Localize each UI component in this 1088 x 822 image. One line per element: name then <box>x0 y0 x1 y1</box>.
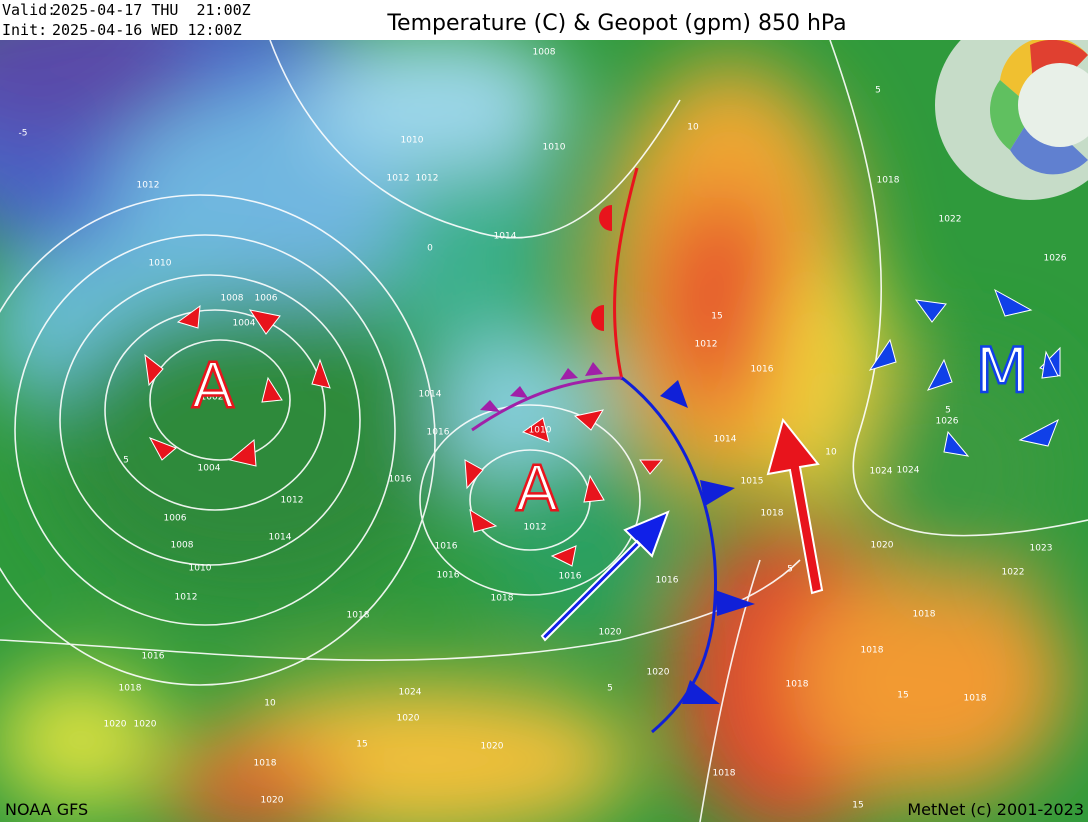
contour-label: 1024 <box>870 467 893 477</box>
contour-label: 1026 <box>1044 254 1067 264</box>
contour-label: 1016 <box>427 428 450 438</box>
contour-label: 5 <box>945 406 951 416</box>
contour-label: 1016 <box>656 576 679 586</box>
contour-label: 5 <box>787 565 793 575</box>
contour-label: 1002 <box>201 393 224 403</box>
copyright: MetNet (c) 2001-2023 <box>907 800 1084 819</box>
contour-label: 1010 <box>529 426 552 436</box>
contour-label: 1014 <box>269 533 292 543</box>
contour-label: 1014 <box>419 390 442 400</box>
contour-label: 1016 <box>437 571 460 581</box>
contour-label: 1004 <box>198 464 221 474</box>
contour-label: 1010 <box>149 259 172 269</box>
contour-label: 1020 <box>397 714 420 724</box>
pressure-center: A <box>516 452 558 525</box>
contour-label: 1012 <box>416 174 439 184</box>
contour-label: 5 <box>875 86 881 96</box>
model-name: NOAA GFS <box>5 800 88 819</box>
contour-label: 1020 <box>599 628 622 638</box>
contour-label: 1006 <box>164 514 187 524</box>
contour-label: 1024 <box>897 466 920 476</box>
flow-arrows <box>144 288 1061 642</box>
init-time: 2025-04-16 WED 12:00Z <box>52 21 242 39</box>
contour-label: 1022 <box>1002 568 1025 578</box>
contour-label: 1022 <box>939 215 962 225</box>
contour-label: 1018 <box>119 684 142 694</box>
contour-label: 1018 <box>964 694 987 704</box>
contour-label: 5 <box>607 684 613 694</box>
contour-label: 1016 <box>142 652 165 662</box>
pressure-centers: A A M <box>191 333 1030 527</box>
valid-time: 2025-04-17 THU 21:00Z <box>52 1 251 19</box>
contour-label: 1015 <box>741 477 764 487</box>
contour-label: 1018 <box>786 680 809 690</box>
contour-label: 1012 <box>137 181 160 191</box>
wheel-legend <box>935 10 1088 200</box>
contour-label: 1006 <box>255 294 278 304</box>
contour-label: 1020 <box>871 541 894 551</box>
contour-label: 1010 <box>543 143 566 153</box>
contour-label: 1020 <box>481 742 504 752</box>
contour-label: 1020 <box>261 796 284 806</box>
contour-label: 1023 <box>1030 544 1053 554</box>
contour-label: 10 <box>687 123 699 133</box>
contour-label: 10 <box>825 448 837 458</box>
contour-label: 1018 <box>254 759 277 769</box>
contour-label: 1012 <box>695 340 718 350</box>
contour-label: 1012 <box>524 523 547 533</box>
contour-label: 15 <box>852 801 863 811</box>
contour-label: 15 <box>897 691 908 701</box>
contour-label: 5 <box>123 456 129 466</box>
fronts <box>471 167 755 734</box>
pressure-center: M <box>975 334 1029 407</box>
contour-label: 1018 <box>761 509 784 519</box>
header-band <box>0 0 1088 40</box>
contour-label: -5 <box>19 129 28 139</box>
contour-label: 1016 <box>559 572 582 582</box>
contour-label: 1014 <box>714 435 737 445</box>
contour-label: 1014 <box>494 232 517 242</box>
contour-label: 1018 <box>491 594 514 604</box>
pressure-center: A <box>192 349 234 422</box>
contour-label: 1018 <box>877 176 900 186</box>
contour-label: 1016 <box>389 475 412 485</box>
init-label: Init: <box>2 21 47 39</box>
contour-label: 1020 <box>647 668 670 678</box>
contour-label: 10 <box>264 699 276 709</box>
contour-label: 1020 <box>104 720 127 730</box>
contour-label: 1026 <box>936 417 959 427</box>
contour-label: 1008 <box>221 294 244 304</box>
valid-label: Valid: <box>2 1 56 19</box>
contour-label: 1018 <box>347 611 370 621</box>
map-title: Temperature (C) & Geopot (gpm) 850 hPa <box>386 11 846 36</box>
contour-label: 1018 <box>913 610 936 620</box>
contour-label: 1010 <box>401 136 424 146</box>
contour-label: 0 <box>427 244 433 254</box>
contour-label: 1018 <box>713 769 736 779</box>
contour-label: 1018 <box>861 646 884 656</box>
contour-label: 1004 <box>233 319 256 329</box>
contour-label: 15 <box>711 312 722 322</box>
contour-label: 1012 <box>281 496 304 506</box>
contour-label: 1016 <box>435 542 458 552</box>
contour-label: 15 <box>356 740 367 750</box>
contour-label: 1016 <box>751 365 774 375</box>
contour-label: 1008 <box>171 541 194 551</box>
contour-label: 1008 <box>533 48 556 58</box>
contour-label: 1012 <box>175 593 198 603</box>
contour-label: 1012 <box>387 174 410 184</box>
contour-label: 1024 <box>399 688 422 698</box>
contour-label: 1010 <box>189 564 212 574</box>
contour-label: 1020 <box>134 720 157 730</box>
